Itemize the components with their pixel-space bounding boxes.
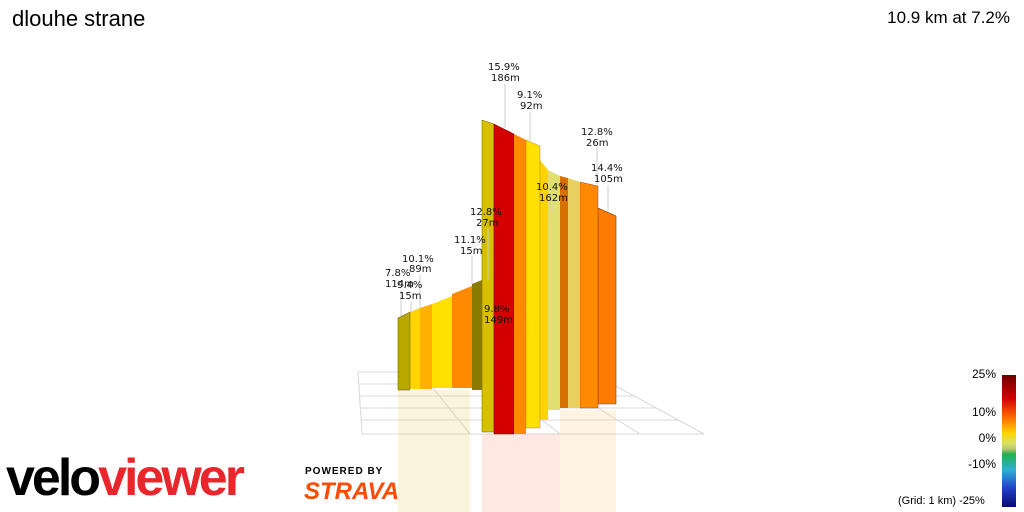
grid-note: (Grid: 1 km) -25% bbox=[898, 495, 985, 507]
segment-1-length: 15m bbox=[399, 291, 421, 302]
segment-5-grade: 9.8% bbox=[484, 304, 509, 315]
segment-4-length: 27m bbox=[476, 218, 498, 229]
segment-3-grade: 11.1% bbox=[454, 235, 486, 246]
label-leaders bbox=[400, 84, 609, 316]
route-summary: 10.9 km at 7.2% bbox=[887, 8, 1010, 27]
segment-8-grade: 10.4% bbox=[536, 182, 568, 193]
segment-10-length: 105m bbox=[594, 174, 623, 185]
veloviewer-logo-viewer: viewer bbox=[98, 449, 245, 507]
powered-by-label: POWERED BY bbox=[305, 466, 384, 477]
strava-logo: STRAVA bbox=[304, 478, 400, 505]
segment-0-grade: 7.8% bbox=[385, 268, 410, 279]
segment-6-length: 186m bbox=[491, 73, 520, 84]
profile-reflection bbox=[398, 390, 616, 512]
segment-2-length: 89m bbox=[409, 264, 431, 275]
segment-3-length: 15m bbox=[460, 246, 482, 257]
segment-10-grade: 14.4% bbox=[591, 163, 623, 174]
veloviewer-logo-velo: velo bbox=[6, 449, 101, 507]
legend-tick-minus-10: -10% bbox=[967, 457, 996, 471]
legend-tick-0: 0% bbox=[978, 431, 996, 445]
veloviewer-logo: veloviewer bbox=[6, 448, 245, 508]
segment-labels: 7.8% 114m 9.4% 15m 10.1% 89m 11.1% 15m 1… bbox=[385, 62, 623, 326]
segment-0-length: 114m bbox=[385, 279, 414, 290]
segment-8-length: 162m bbox=[539, 193, 568, 204]
segment-9-length: 26m bbox=[586, 138, 608, 149]
segment-4-grade: 12.8% bbox=[470, 207, 502, 218]
chart-title: dlouhe strane bbox=[12, 6, 146, 31]
segment-5-length: 149m bbox=[484, 315, 513, 326]
segment-1-grade: 9.4% bbox=[397, 280, 422, 291]
profile-back-wall bbox=[540, 160, 617, 420]
segment-7-grade: 9.1% bbox=[517, 90, 542, 101]
profile-low-section bbox=[397, 280, 482, 391]
segment-7-length: 92m bbox=[520, 101, 542, 112]
legend-tick-10: 10% bbox=[971, 405, 996, 419]
legend-tick-25: 25% bbox=[971, 367, 996, 381]
segment-6-grade: 15.9% bbox=[488, 62, 520, 73]
gradient-legend-bar bbox=[1002, 375, 1016, 507]
legend-tick-minus-25: -25% bbox=[959, 495, 985, 507]
grid-note-text: (Grid: 1 km) bbox=[898, 495, 957, 507]
segment-9-grade: 12.8% bbox=[581, 127, 613, 138]
segment-2-grade: 10.1% bbox=[402, 254, 434, 265]
profile-front-wall bbox=[481, 119, 541, 435]
